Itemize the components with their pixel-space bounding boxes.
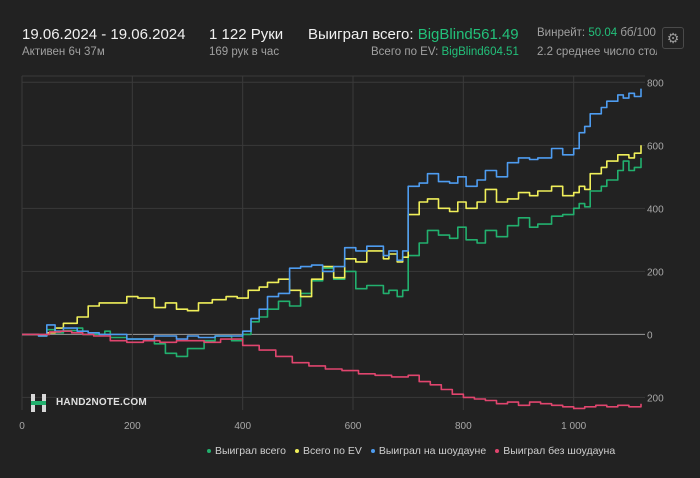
hand2note-logo-icon [31, 394, 46, 412]
hands-count: 1 122 Руки [209, 26, 284, 43]
winrate-label: Винрейт: [537, 27, 586, 39]
hand2note-logo: HAND2NOTE.COM [28, 393, 168, 413]
x-tick-label: 400 [234, 421, 251, 432]
legend-item-1[interactable]: Выиграл всего [207, 445, 286, 457]
ev-value: BigBlind604.51 [441, 46, 519, 58]
legend-dot-icon [370, 449, 375, 454]
winrate: Винрейт: 50.04 бб/100 [537, 27, 656, 39]
x-tick-label: 1 000 [561, 421, 586, 432]
legend-dot-icon [495, 449, 500, 454]
header: 19.06.2024 - 19.06.2024 Активен 6ч 37м 1… [0, 0, 700, 70]
y-tick-label: 800 [647, 78, 664, 89]
date-range: 19.06.2024 - 19.06.2024 [22, 26, 186, 43]
legend-label: Всего по EV [302, 445, 362, 457]
y-tick-label: 600 [647, 141, 664, 152]
chart-legend: Выиграл всего Всего по EV Выиграл на шоуда… [207, 445, 624, 457]
legend-item-4[interactable]: Выиграл без шоудауна [495, 445, 615, 457]
ev-label: Всего по EV: [371, 46, 439, 58]
y-tick-label: 200 [647, 267, 664, 278]
legend-dot-icon [207, 449, 211, 454]
legend-label: Выиграл без шоудауна [503, 445, 616, 457]
active-time: Активен 6ч 37м [22, 46, 105, 58]
y-tick-label: 200 [647, 393, 664, 404]
legend-dot-icon [294, 449, 299, 454]
x-tick-label: 800 [455, 421, 472, 432]
legend-item-3[interactable]: Выиграл на шоудауне [370, 445, 487, 457]
series-line-2 [22, 145, 642, 337]
winrate-value: 50.04 [588, 27, 618, 39]
y-tick-label: 0 [647, 330, 653, 341]
x-tick-label: 200 [124, 421, 141, 432]
gear-icon: ⚙ [666, 30, 680, 46]
series-line-4 [22, 330, 642, 410]
x-tick-label: 600 [345, 421, 362, 432]
won-total-label: Выиграл всего: [308, 26, 414, 43]
x-tick-label: 0 [19, 421, 25, 432]
won-total-value: BigBlind561.49 [417, 26, 519, 43]
ev-total: Всего по EV: BigBlind604.51 [371, 46, 519, 58]
legend-label: Выиграл на шоудауне [378, 445, 487, 457]
legend-item-2[interactable]: Всего по EV [294, 445, 362, 457]
settings-button[interactable]: ⚙ [662, 27, 684, 49]
avg-tables: 2.2 среднее число столов [537, 46, 657, 58]
winrate-unit: бб/100 [620, 27, 656, 39]
won-total: Выиграл всего: BigBlind561.49 [308, 26, 519, 43]
series-line-3 [22, 88, 642, 340]
hands-per-hour: 169 рук в час [209, 46, 280, 58]
series-line-1 [22, 157, 642, 358]
legend-label: Выиграл всего [215, 445, 286, 457]
hand2note-logo-text: HAND2NOTE.COM [56, 397, 147, 408]
y-tick-label: 400 [647, 204, 664, 215]
